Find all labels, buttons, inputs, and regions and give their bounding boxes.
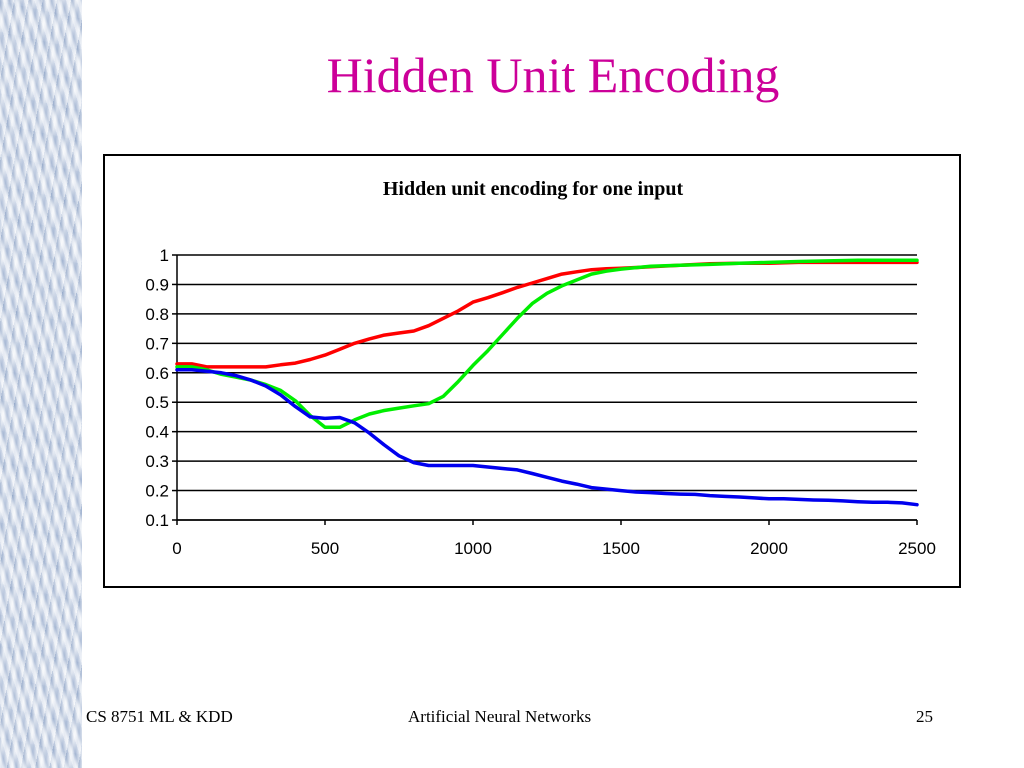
x-tick-label: 1000 [454, 539, 492, 558]
slide-title: Hidden Unit Encoding [326, 47, 780, 103]
x-tick-label: 1500 [602, 539, 640, 558]
y-tick-label: 0.8 [145, 305, 169, 324]
page-number: 25 [916, 707, 933, 726]
y-tick-label: 0.7 [145, 334, 169, 353]
chart-title: Hidden unit encoding for one input [383, 178, 684, 200]
line-chart: Hidden unit encoding for one input 0.10.… [145, 178, 936, 558]
footer-topic: Artificial Neural Networks [408, 707, 592, 726]
x-tick-label: 2500 [898, 539, 936, 558]
x-tick-label: 0 [172, 539, 181, 558]
chart-frame: Hidden unit encoding for one input 0.1 0.… [103, 154, 961, 588]
x-tick-label: 500 [311, 539, 339, 558]
y-tick-label: 0.1 [145, 511, 169, 530]
x-tick-label: 2000 [750, 539, 788, 558]
series-line-2 [175, 258, 919, 430]
series-lines [175, 258, 919, 507]
y-tick-label: 1 [160, 246, 169, 265]
y-tick-label: 0.9 [145, 275, 169, 294]
footer-course: CS 8751 ML & KDD [86, 707, 233, 726]
series-line-1 [175, 260, 919, 369]
tick-labels: 0.1 0.2 0.3 0.4 0.5 0.6 0.7 0.8 0.9 1 0 500 1000 1500… [145, 246, 936, 558]
y-tick-label: 0.4 [145, 423, 169, 442]
y-tick-label: 0.6 [145, 364, 169, 383]
y-tick-label: 0.3 [145, 452, 169, 471]
grid-lines [177, 254, 917, 521]
left-marble-texture [0, 0, 82, 768]
axes [172, 254, 918, 525]
series-line-3 [175, 368, 919, 507]
y-tick-label: 0.2 [145, 482, 169, 501]
y-tick-label: 0.5 [145, 393, 169, 412]
